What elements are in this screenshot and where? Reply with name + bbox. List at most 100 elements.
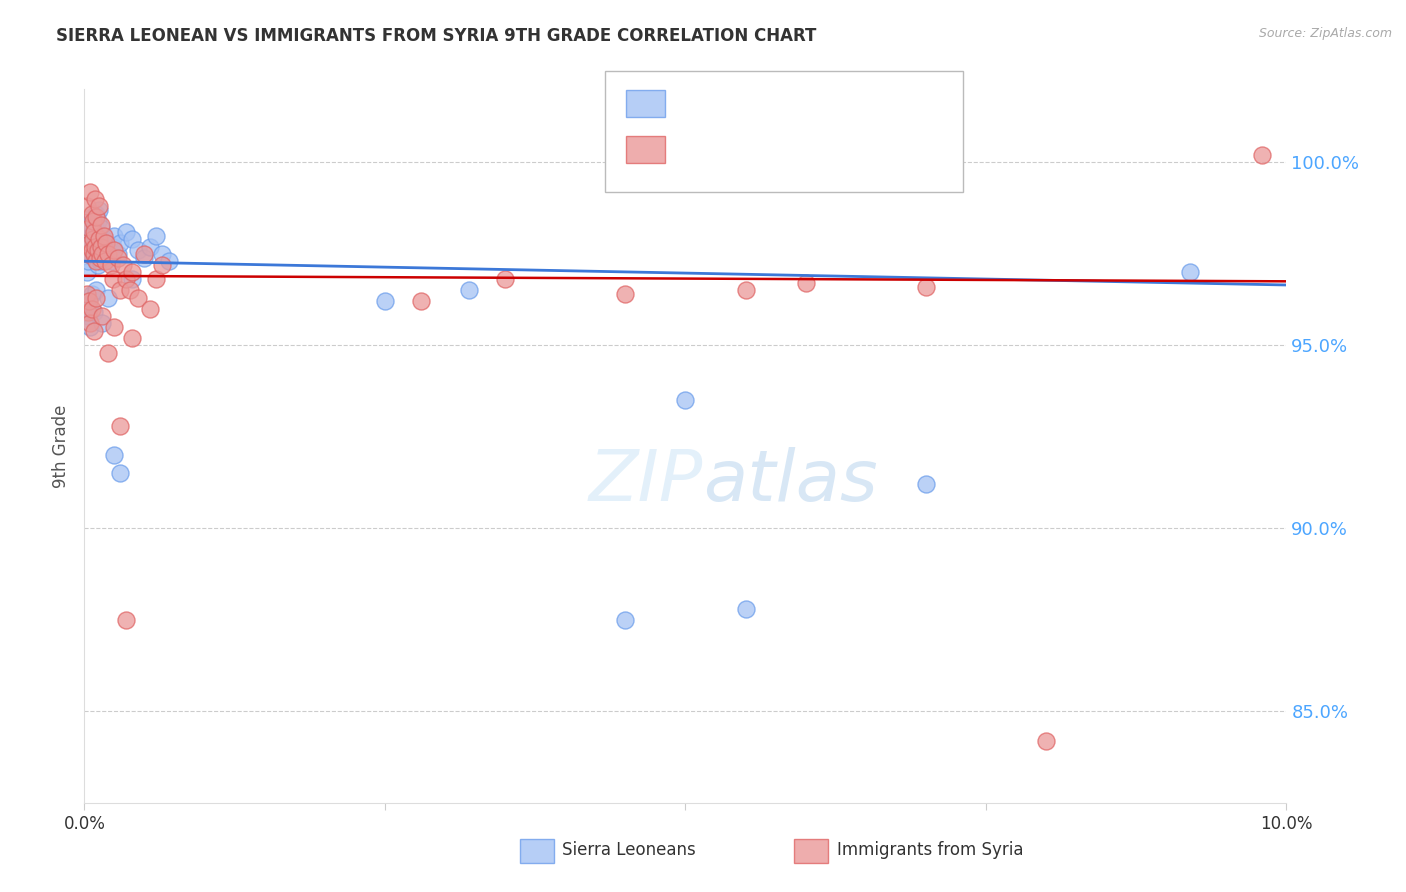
Point bbox=[494, 272, 516, 286]
Point bbox=[91, 247, 114, 261]
Point bbox=[152, 258, 174, 272]
Point bbox=[82, 232, 104, 246]
Point bbox=[80, 244, 103, 258]
Point bbox=[139, 239, 162, 253]
Point bbox=[145, 272, 167, 286]
Point bbox=[79, 320, 101, 334]
Point bbox=[157, 254, 180, 268]
Point bbox=[86, 211, 108, 225]
Point bbox=[734, 284, 756, 298]
Text: R = -0.035: R = -0.035 bbox=[679, 94, 768, 112]
Point bbox=[675, 393, 697, 408]
Point bbox=[77, 294, 100, 309]
Text: N = 61: N = 61 bbox=[844, 140, 901, 158]
Point bbox=[89, 254, 111, 268]
Point bbox=[77, 247, 100, 261]
Point bbox=[79, 185, 101, 199]
Point bbox=[87, 202, 110, 217]
Point bbox=[90, 218, 112, 232]
Point bbox=[90, 239, 112, 253]
Point bbox=[110, 467, 132, 481]
Point bbox=[83, 251, 105, 265]
Point bbox=[83, 225, 105, 239]
Point bbox=[83, 305, 105, 319]
Point bbox=[86, 247, 108, 261]
Point bbox=[79, 317, 101, 331]
Point bbox=[83, 228, 105, 243]
Point bbox=[127, 291, 149, 305]
Point bbox=[82, 214, 104, 228]
Point bbox=[134, 247, 156, 261]
Point bbox=[110, 284, 132, 298]
Point bbox=[409, 294, 432, 309]
Point bbox=[93, 228, 115, 243]
Point bbox=[79, 221, 101, 235]
Point bbox=[97, 345, 120, 359]
Point bbox=[83, 324, 105, 338]
Point bbox=[134, 251, 156, 265]
Point bbox=[76, 265, 98, 279]
Point bbox=[89, 251, 111, 265]
Point bbox=[82, 232, 104, 246]
Point bbox=[80, 211, 103, 225]
Point bbox=[1251, 148, 1274, 162]
Point bbox=[90, 221, 112, 235]
Point bbox=[103, 320, 125, 334]
Y-axis label: 9th Grade: 9th Grade bbox=[52, 404, 70, 488]
Point bbox=[614, 613, 637, 627]
Text: R = -0.008: R = -0.008 bbox=[679, 140, 768, 158]
Point bbox=[458, 284, 481, 298]
Point bbox=[115, 225, 138, 239]
Point bbox=[80, 287, 103, 301]
Point bbox=[115, 272, 138, 286]
Point bbox=[107, 247, 129, 261]
Text: ZIP: ZIP bbox=[589, 447, 703, 516]
Point bbox=[121, 265, 143, 279]
Point bbox=[118, 284, 141, 298]
Point bbox=[115, 613, 138, 627]
Point bbox=[80, 244, 103, 258]
Text: atlas: atlas bbox=[703, 447, 877, 516]
Point bbox=[77, 221, 100, 235]
Point bbox=[94, 235, 117, 250]
Point bbox=[100, 254, 122, 268]
Point bbox=[91, 317, 114, 331]
Point bbox=[94, 251, 117, 265]
Point bbox=[84, 218, 107, 232]
Point bbox=[103, 272, 125, 286]
Point bbox=[915, 280, 938, 294]
Point bbox=[110, 418, 132, 433]
Point bbox=[97, 247, 120, 261]
Point bbox=[121, 272, 143, 286]
Text: N = 59: N = 59 bbox=[844, 94, 901, 112]
Point bbox=[121, 232, 143, 246]
Point bbox=[87, 199, 110, 213]
Text: Source: ZipAtlas.com: Source: ZipAtlas.com bbox=[1258, 27, 1392, 40]
Point bbox=[77, 309, 100, 323]
Point bbox=[86, 214, 108, 228]
Text: Sierra Leoneans: Sierra Leoneans bbox=[562, 841, 696, 859]
Point bbox=[103, 244, 125, 258]
Point bbox=[97, 291, 120, 305]
Point bbox=[76, 287, 98, 301]
Text: Immigrants from Syria: Immigrants from Syria bbox=[837, 841, 1024, 859]
Point bbox=[86, 284, 108, 298]
Point bbox=[84, 239, 107, 253]
Point bbox=[77, 247, 100, 261]
Point bbox=[111, 258, 134, 272]
Point bbox=[127, 244, 149, 258]
Point bbox=[79, 235, 101, 250]
Point bbox=[614, 287, 637, 301]
Point bbox=[103, 239, 125, 253]
Point bbox=[84, 239, 107, 253]
Point bbox=[374, 294, 396, 309]
Point bbox=[80, 206, 103, 220]
Point bbox=[76, 294, 98, 309]
Text: SIERRA LEONEAN VS IMMIGRANTS FROM SYRIA 9TH GRADE CORRELATION CHART: SIERRA LEONEAN VS IMMIGRANTS FROM SYRIA … bbox=[56, 27, 817, 45]
Point bbox=[103, 228, 125, 243]
Point bbox=[1180, 265, 1202, 279]
Point bbox=[794, 276, 817, 290]
Point bbox=[93, 232, 115, 246]
Point bbox=[86, 291, 108, 305]
Point bbox=[86, 258, 108, 272]
